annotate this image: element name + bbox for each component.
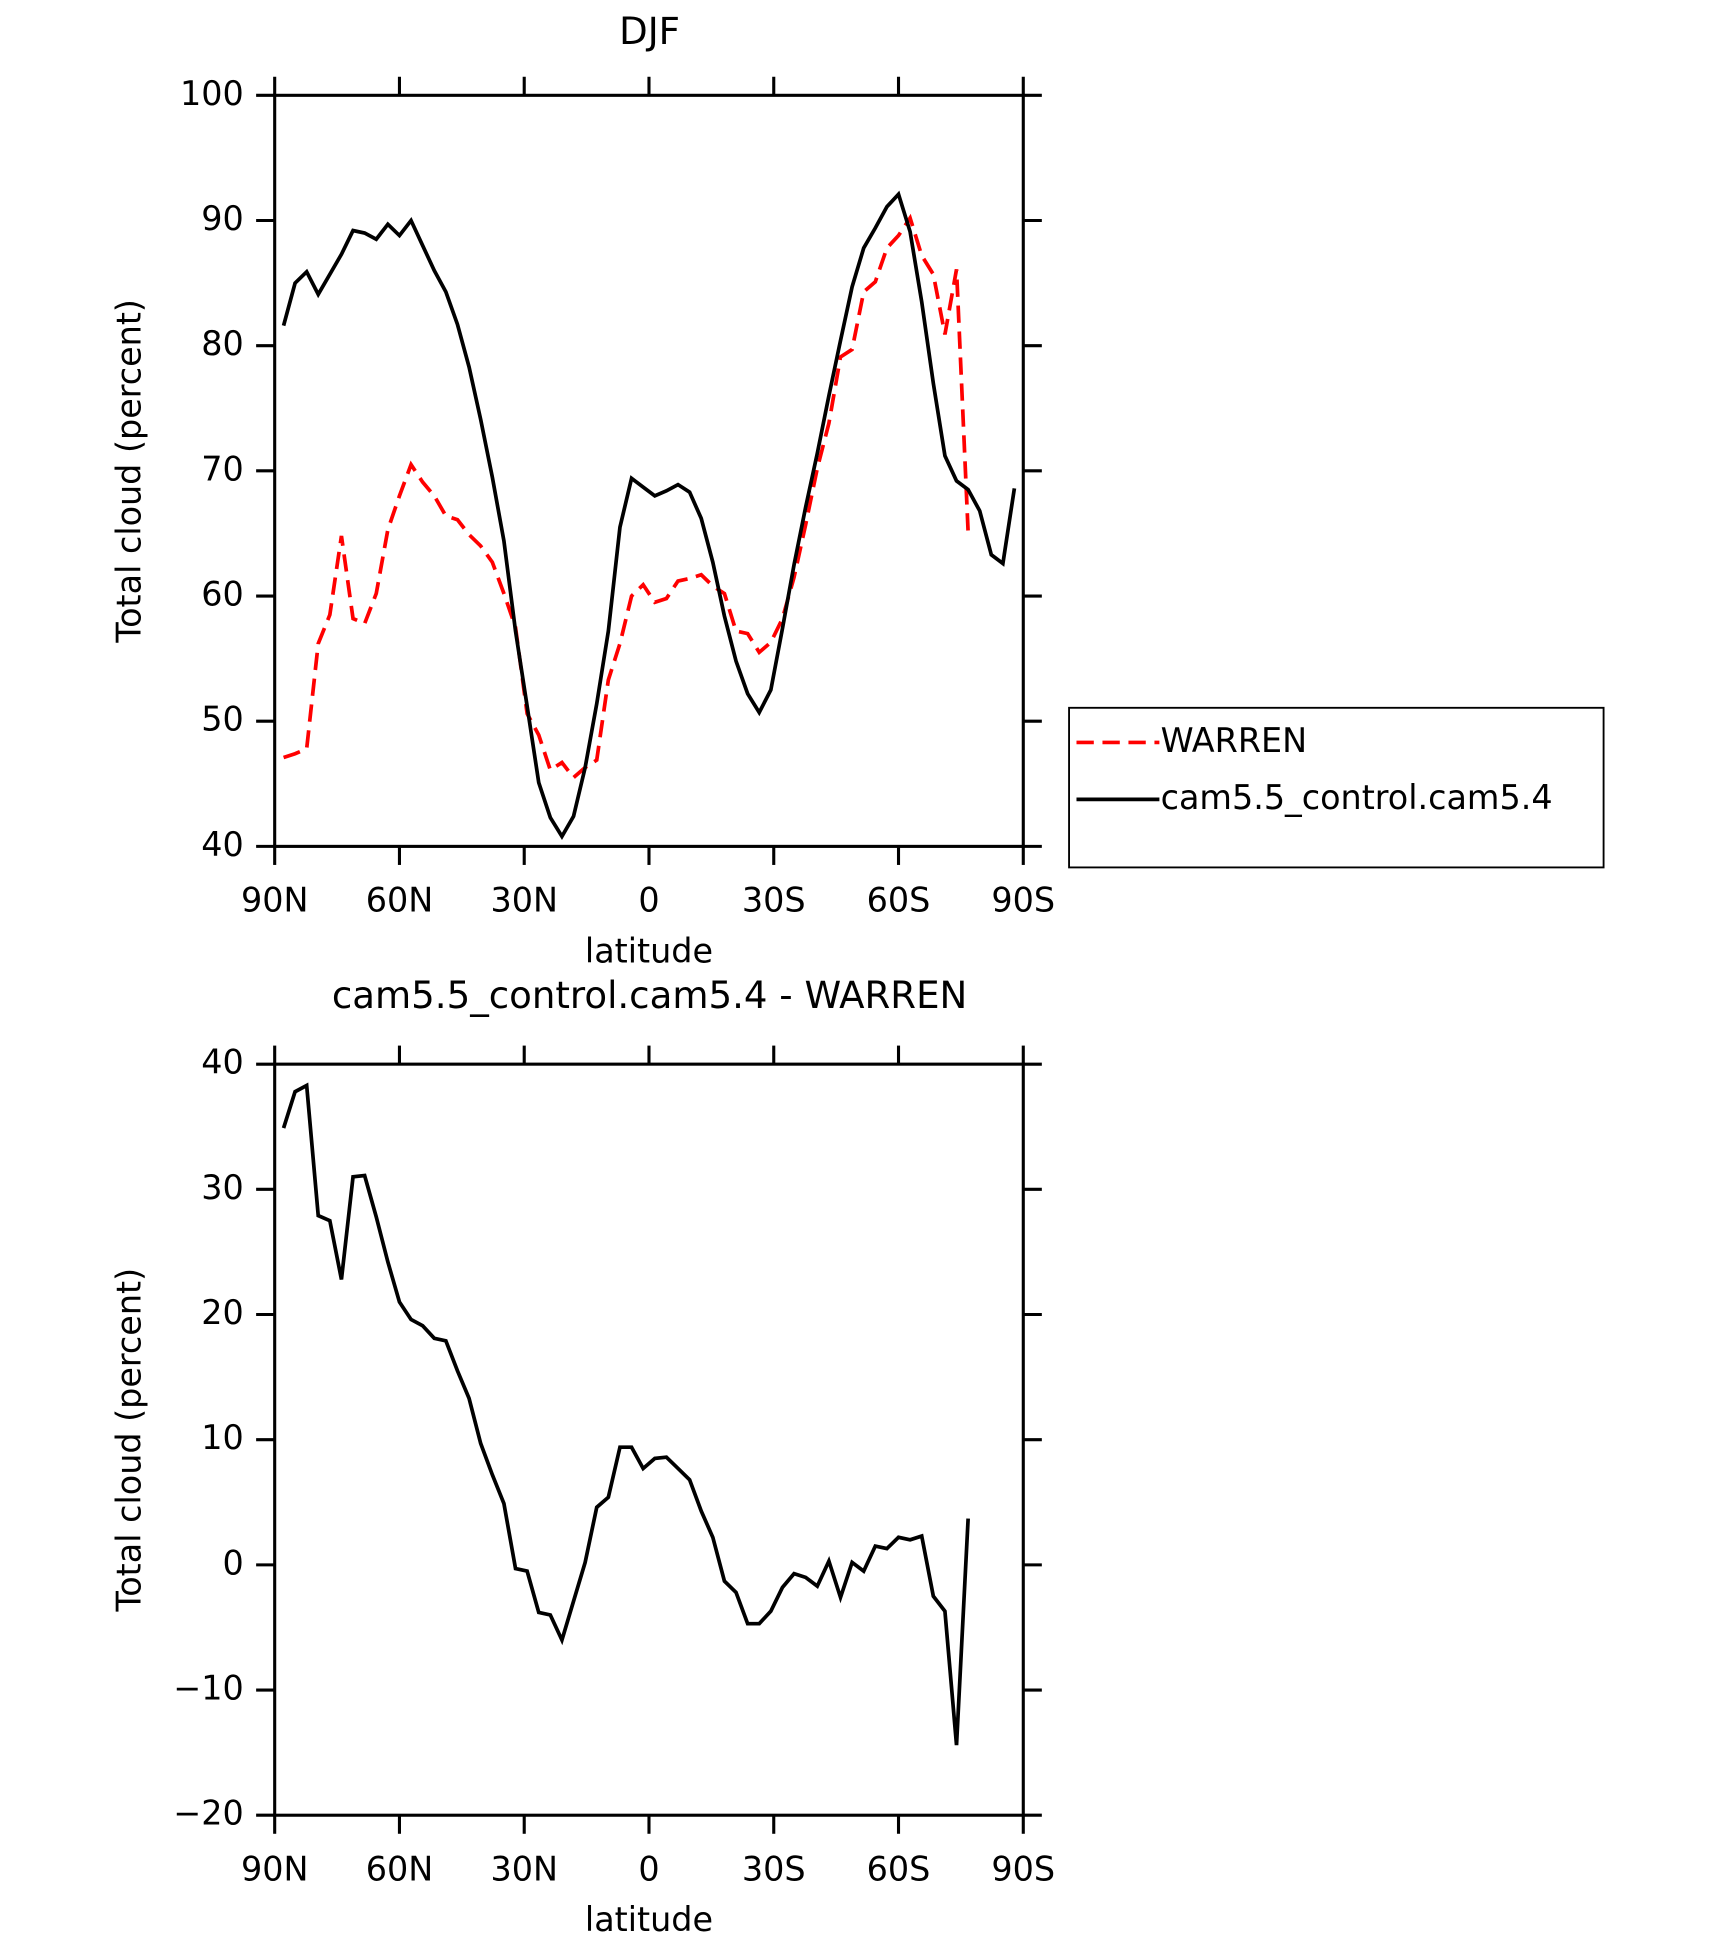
x-tick-label: 90S — [991, 1849, 1055, 1888]
y-tick-label: 50 — [201, 700, 244, 739]
y-tick-label: 40 — [201, 1043, 244, 1082]
y-tick-label: −10 — [173, 1669, 243, 1708]
y-tick-label: 60 — [201, 575, 244, 614]
data-line — [283, 213, 970, 781]
y-tick-label: 80 — [201, 324, 244, 363]
x-tick-label: 0 — [638, 881, 659, 920]
y-tick-label: 30 — [201, 1168, 244, 1207]
x-tick-label: 90N — [241, 1849, 308, 1888]
x-tick-label: 60N — [366, 1849, 433, 1888]
y-tick-label: 10 — [201, 1418, 244, 1457]
x-tick-label: 90N — [241, 881, 308, 920]
data-line — [281, 1082, 970, 1746]
x-tick-label: 60S — [867, 1849, 931, 1888]
x-tick-label: 30S — [742, 1849, 806, 1888]
x-tick-label: 30N — [490, 881, 557, 920]
y-tick-label: 100 — [180, 74, 244, 113]
plot-frame — [273, 93, 1025, 848]
x-tick-label: 90S — [991, 881, 1055, 920]
y-tick-label: 90 — [201, 199, 244, 238]
x-tick-label: 60S — [867, 881, 931, 920]
x-tick-label: 60N — [366, 881, 433, 920]
x-axis-label: latitude — [585, 931, 713, 970]
plot-frame — [273, 1062, 1025, 1817]
y-axis-label: Total cloud (percent) — [110, 299, 149, 644]
chart-title: cam5.5_control.cam5.4 - WARREN — [332, 974, 967, 1017]
x-tick-label: 0 — [638, 1849, 659, 1888]
y-tick-label: 40 — [201, 825, 244, 864]
y-tick-label: 0 — [223, 1543, 244, 1582]
y-tick-label: −20 — [173, 1794, 243, 1833]
legend-box — [1068, 706, 1605, 869]
y-tick-label: 20 — [201, 1293, 244, 1332]
x-tick-label: 30S — [742, 881, 806, 920]
y-tick-label: 70 — [201, 449, 244, 488]
chart-title: DJF — [619, 10, 680, 53]
x-tick-label: 30N — [490, 1849, 557, 1888]
legend-label: cam5.5_control.cam5.4 — [1161, 778, 1553, 817]
legend-label: WARREN — [1161, 721, 1308, 760]
data-line — [281, 190, 1017, 840]
y-axis-label: Total cloud (percent) — [110, 1268, 149, 1613]
x-axis-label: latitude — [585, 1900, 713, 1939]
